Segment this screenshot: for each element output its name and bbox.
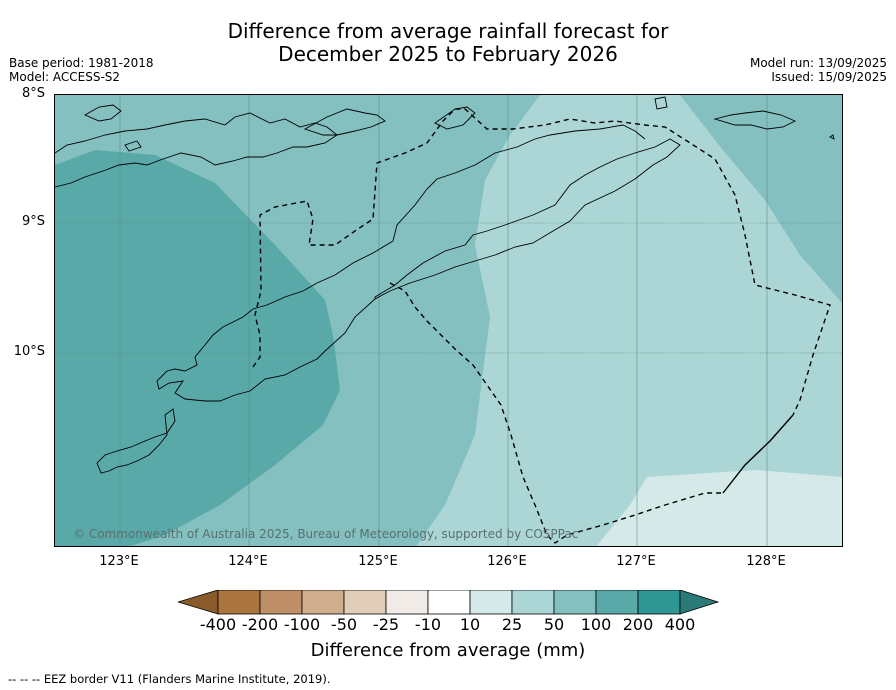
copyright-credit: © Commonwealth of Australia 2025, Bureau…	[73, 527, 578, 541]
map-canvas: © Commonwealth of Australia 2025, Bureau…	[55, 95, 842, 546]
lat-label-8s: 8°S	[21, 86, 45, 101]
lat-label-9s: 9°S	[21, 214, 45, 229]
colorbar-extend-low	[176, 589, 219, 615]
flores-coast	[55, 112, 338, 188]
issued-date: Issued: 15/09/2025	[771, 70, 887, 84]
alor-island	[303, 108, 386, 136]
colorbar-label-n100: -100	[283, 615, 321, 634]
colorbar-label-100: 100	[580, 615, 612, 634]
meta-right: Model run: 13/09/2025 Issued: 15/09/2025	[750, 56, 887, 84]
island-small-1	[124, 140, 142, 152]
colorbar-segment-11	[637, 589, 681, 615]
coastlines	[55, 96, 835, 474]
eez-north	[252, 108, 831, 416]
zone-50-100-ne	[680, 95, 842, 303]
kisar-island	[654, 96, 668, 110]
lon-label-127e: 127°E	[616, 554, 656, 569]
timor-south-coast	[156, 124, 646, 402]
eez-legend-note: -- -- -- EEZ border V11 (Flanders Marine…	[8, 672, 331, 686]
colorbar-segment-3	[301, 589, 345, 615]
map-title: Difference from average rainfall forecas…	[0, 20, 896, 66]
lon-label-128e: 128°E	[746, 554, 786, 569]
title-line-2: December 2025 to February 2026	[278, 42, 618, 66]
lon-label-123e: 123°E	[99, 554, 139, 569]
colorbar-label-50: 50	[543, 615, 565, 634]
colorbar-segment-2	[259, 589, 303, 615]
colorbar-label-10: 10	[459, 615, 481, 634]
zone-25-50	[416, 95, 842, 546]
wetar-island	[434, 106, 476, 130]
title-line-1: Difference from average rainfall forecas…	[227, 19, 669, 43]
colorbar-label-n50: -50	[330, 615, 358, 634]
babar-islands	[713, 110, 797, 130]
colorbar-label-400: 400	[664, 615, 696, 634]
map-panel[interactable]: © Commonwealth of Australia 2025, Bureau…	[54, 94, 843, 547]
colorbar-segment-7	[469, 589, 513, 615]
island-west-small	[83, 104, 122, 122]
zone-100-200-west	[55, 150, 340, 546]
zone-10-25	[596, 470, 842, 546]
colorbar-label-n200: -200	[241, 615, 279, 634]
colorbar-extend-high	[679, 589, 720, 615]
island-topright	[829, 134, 835, 140]
timor-island-coast	[374, 138, 681, 300]
colorbar-label-n400: -400	[199, 615, 237, 634]
lat-label-10s: 10°S	[13, 344, 45, 359]
meta-left: Base period: 1981-2018 Model: ACCESS-S2	[9, 56, 154, 84]
colorbar-segment-8	[511, 589, 555, 615]
colorbar-label-200: 200	[622, 615, 654, 634]
colorbar-segment-6	[427, 589, 471, 615]
colorbar-segment-1	[217, 589, 261, 615]
colorbar-segment-4	[343, 589, 387, 615]
lon-label-124e: 124°E	[228, 554, 268, 569]
colorbar-segment-10	[595, 589, 639, 615]
colorbar-label-n10: -10	[414, 615, 442, 634]
eez-south-solid	[722, 414, 794, 494]
model-name: Model: ACCESS-S2	[9, 70, 121, 84]
roti-island-coast	[96, 408, 176, 474]
lon-label-125e: 125°E	[358, 554, 398, 569]
graticule-lon	[119, 95, 768, 546]
colorbar-segment-5	[385, 589, 429, 615]
graticule-lat	[55, 222, 842, 354]
model-run: Model run: 13/09/2025	[749, 56, 887, 70]
eez-border	[252, 108, 831, 544]
colorbar	[176, 589, 720, 620]
colorbar-label-25: 25	[501, 615, 523, 634]
lon-label-126e: 126°E	[487, 554, 527, 569]
colorbar-label-n25: -25	[372, 615, 400, 634]
base-period: Base period: 1981-2018	[9, 56, 154, 70]
colorbar-title: Difference from average (mm)	[310, 640, 586, 661]
eez-south	[389, 282, 723, 544]
colorbar-segment-9	[553, 589, 597, 615]
